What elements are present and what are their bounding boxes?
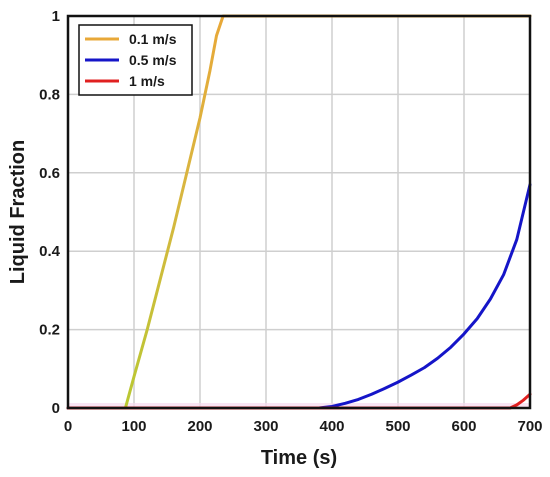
y-tick-label: 0.8 xyxy=(39,86,60,103)
legend-label: 1 m/s xyxy=(129,73,165,89)
x-tick-label: 700 xyxy=(517,418,542,435)
legend-label: 0.1 m/s xyxy=(129,31,177,47)
y-tick-label: 0.6 xyxy=(39,165,60,182)
x-axis-title: Time (s) xyxy=(261,447,337,469)
y-tick-label: 1 xyxy=(52,8,60,25)
x-tick-label: 0 xyxy=(64,418,72,435)
y-tick-label: 0 xyxy=(52,400,60,417)
series-line-0-5-m-s xyxy=(66,183,532,410)
y-axis-title: Liquid Fraction xyxy=(7,140,29,284)
x-tick-label: 400 xyxy=(319,418,344,435)
plot-frame xyxy=(66,14,532,410)
legend-box xyxy=(78,24,193,96)
y-tick-label: 0.2 xyxy=(39,322,60,339)
series-line-0-1-m-s xyxy=(66,14,532,410)
x-tick-label: 500 xyxy=(385,418,410,435)
baseline-band xyxy=(68,403,530,408)
x-tick-label: 200 xyxy=(187,418,212,435)
y-tick-label: 0.4 xyxy=(39,243,61,260)
x-tick-label: 600 xyxy=(451,418,476,435)
x-tick-label: 300 xyxy=(253,418,278,435)
legend-label: 0.5 m/s xyxy=(129,52,177,68)
x-tick-label: 100 xyxy=(121,418,146,435)
legend: 0.1 m/s 0.5 m/s 1 m/s xyxy=(78,24,193,96)
tick-labels: 0 100 200 300 400 500 600 700 0 0.2 0.4 0.6 0.8 1 xyxy=(39,8,542,435)
